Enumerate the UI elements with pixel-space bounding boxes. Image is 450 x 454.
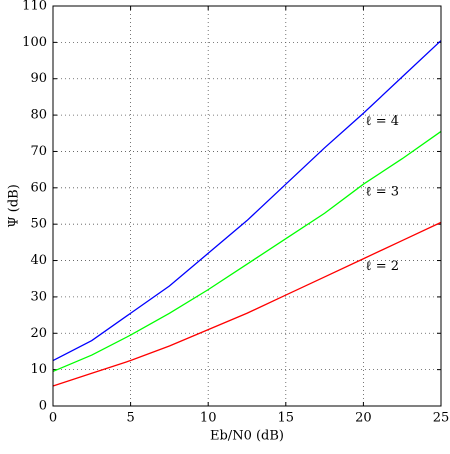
x-tick-label: 5	[126, 411, 134, 426]
y-axis-label: Ψ (dB)	[7, 184, 22, 228]
y-tick-label: 20	[30, 326, 47, 341]
x-tick-label: 20	[355, 411, 372, 426]
series-label: ℓ = 2	[365, 259, 399, 274]
y-tick-label: 50	[30, 217, 47, 232]
y-tick-label: 40	[30, 253, 47, 268]
x-tick-label: 0	[49, 411, 57, 426]
line-series	[52, 130, 442, 373]
y-tick-label: 110	[22, 0, 47, 14]
x-axis-label: Eb/N0 (dB)	[210, 429, 284, 444]
axes-frame	[52, 5, 442, 407]
y-tick-label: 80	[30, 108, 47, 123]
line-series	[52, 40, 442, 362]
y-tick-label: 70	[30, 144, 47, 159]
plot-area	[53, 6, 441, 406]
y-tick-label: 90	[30, 71, 47, 86]
y-tick-label: 0	[39, 399, 47, 414]
series-label: ℓ = 4	[365, 114, 399, 129]
y-tick-label: 60	[30, 180, 47, 195]
series-label: ℓ = 3	[365, 185, 399, 200]
y-tick-label: 30	[30, 289, 47, 304]
x-tick-label: 10	[200, 411, 217, 426]
y-tick-label: 10	[30, 362, 47, 377]
y-tick-label: 100	[22, 35, 47, 50]
x-tick-label: 15	[278, 411, 295, 426]
x-tick-label: 25	[433, 411, 450, 426]
line-series	[52, 221, 442, 387]
